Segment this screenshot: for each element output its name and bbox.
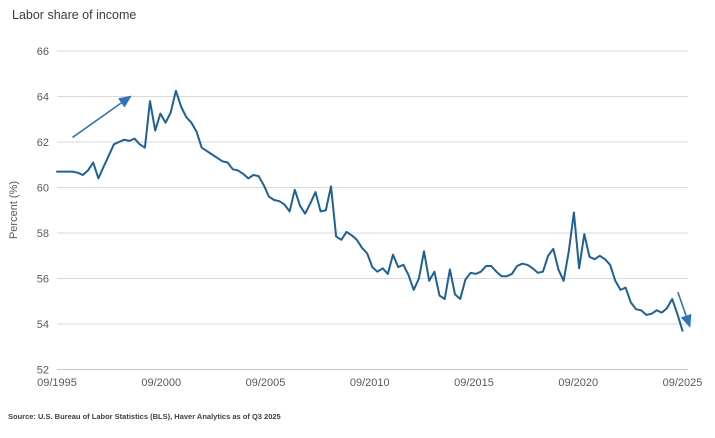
labor-share-line-chart: 66 64 62 60 58 56 54 52 Percent (%) 09/1995 09/200…	[8, 46, 703, 389]
rising-trend-arrow	[72, 95, 132, 139]
chart-title: Labor share of income	[12, 8, 137, 22]
y-tick-label: 60	[37, 183, 49, 195]
source-note: Source: U.S. Bureau of Labor Statistics …	[8, 412, 281, 421]
x-tick-label: 09/2010	[350, 377, 390, 389]
x-tick-label: 09/2000	[141, 377, 181, 389]
x-tick-label: 09/2005	[246, 377, 286, 389]
x-tick-label: 09/2020	[558, 377, 598, 389]
y-tick-label: 52	[37, 365, 49, 377]
y-tick-label: 58	[37, 228, 49, 240]
y-tick-label: 66	[37, 46, 49, 58]
y-axis-title: Percent (%)	[8, 181, 20, 239]
y-tick-label: 56	[37, 274, 49, 286]
x-tick-label: 09/2025	[663, 377, 703, 389]
labor-share-series-line	[56, 89, 684, 332]
falling-end-arrow	[677, 291, 692, 328]
y-tick-label: 54	[37, 319, 49, 331]
x-tick-label: 09/1995	[37, 377, 77, 389]
x-tick-label: 09/2015	[454, 377, 494, 389]
y-tick-label: 64	[37, 92, 49, 104]
y-tick-label: 62	[37, 137, 49, 149]
